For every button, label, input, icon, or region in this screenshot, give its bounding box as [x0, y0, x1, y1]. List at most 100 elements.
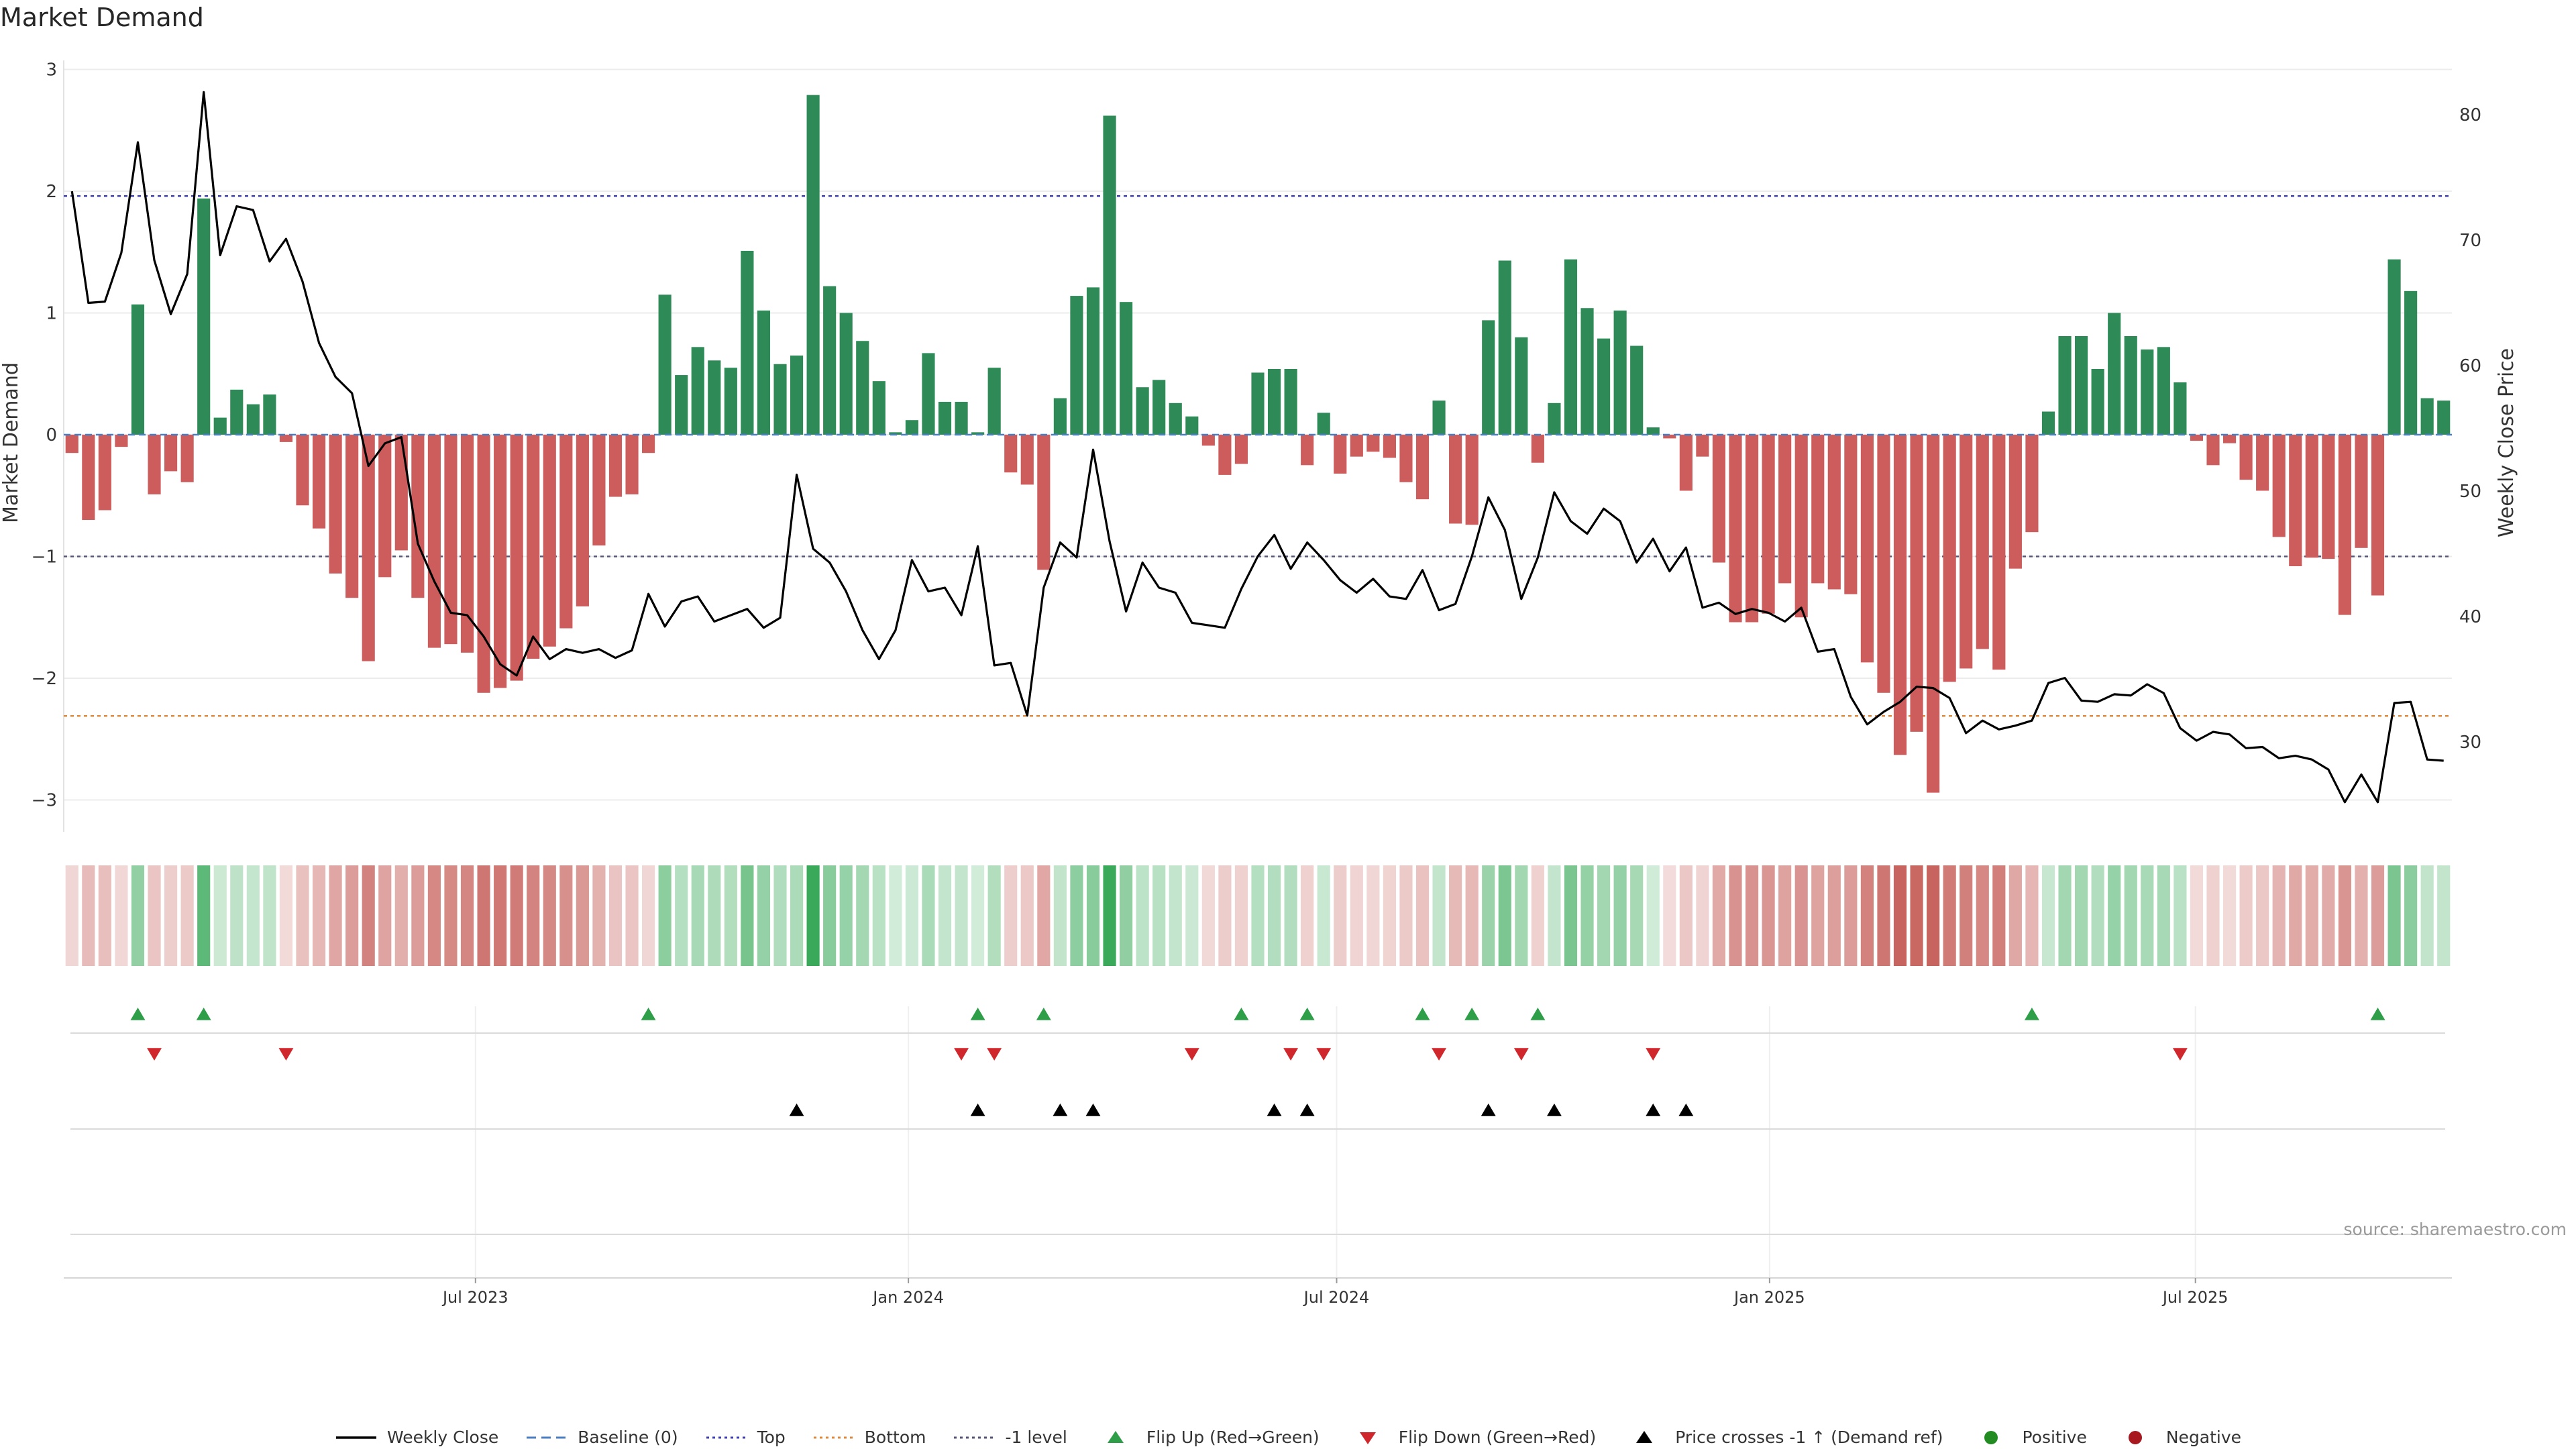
- positive-bar: [246, 404, 260, 435]
- positive-bar: [839, 313, 853, 435]
- strip-cell: [329, 865, 342, 966]
- positive-bar: [1317, 413, 1330, 435]
- strip-cell: [279, 865, 293, 966]
- negative-bar: [427, 435, 441, 648]
- strip-cell: [1860, 865, 1874, 966]
- strip-cell: [1630, 865, 1644, 966]
- positive-bar: [2141, 349, 2154, 435]
- price-cross-marker: [1678, 1104, 1694, 1116]
- negative-bar: [329, 435, 342, 574]
- negative-bar: [1004, 435, 1018, 473]
- strip-cell: [1927, 865, 1940, 966]
- flip-up-marker: [641, 1008, 656, 1020]
- strip-cell: [1301, 865, 1314, 966]
- strip-cell: [856, 865, 869, 966]
- strip-cell: [2437, 865, 2451, 966]
- strip-cell: [559, 865, 573, 966]
- negative-bar: [1234, 435, 1248, 464]
- strip-cell: [2387, 865, 2401, 966]
- strip-cell: [2206, 865, 2220, 966]
- negative-bar: [1729, 435, 1742, 623]
- legend-item: Baseline (0): [525, 1428, 678, 1447]
- strip-cell: [1580, 865, 1594, 966]
- negative-bar: [394, 435, 408, 551]
- legend-item: Weekly Close: [335, 1428, 498, 1447]
- legend-label: Flip Up (Red→Green): [1146, 1428, 1320, 1447]
- negative-bar: [444, 435, 458, 645]
- strip-cell: [378, 865, 392, 966]
- negative-bar: [2338, 435, 2351, 615]
- legend-swatch: [954, 1436, 995, 1438]
- negative-bar: [148, 435, 161, 494]
- strip-cell: [2008, 865, 2022, 966]
- negative-bar: [1465, 435, 1479, 525]
- negative-bar: [559, 435, 573, 629]
- strip-cell: [1696, 865, 1709, 966]
- strip-cell: [592, 865, 606, 966]
- strip-cell: [658, 865, 672, 966]
- y-right-tick-label: 50: [2459, 482, 2481, 502]
- legend-item: Flip Down (Green→Red): [1346, 1428, 1596, 1447]
- strip-cell: [823, 865, 837, 966]
- strip-cell: [1465, 865, 1479, 966]
- strip-cell: [1284, 865, 1297, 966]
- strip-cell: [757, 865, 771, 966]
- strip-cell: [2289, 865, 2302, 966]
- legend-label: -1 level: [1005, 1428, 1067, 1447]
- negative-bar: [1350, 435, 1363, 457]
- negative-bar: [2008, 435, 2022, 569]
- strip-cell: [576, 865, 589, 966]
- flip-down-marker: [278, 1048, 294, 1061]
- market-demand-chart: −3 −2 −1 0 1 2 3 30 40 50 60 70 80 Market Demand Weekl…: [0, 60, 2518, 1307]
- strip-cell: [1169, 865, 1182, 966]
- strip-cell: [1201, 865, 1215, 966]
- strip-cell: [296, 865, 309, 966]
- strip-cell: [246, 865, 260, 966]
- positive-bar: [1564, 259, 1578, 435]
- strip-cell: [1498, 865, 1511, 966]
- price-cross-marker: [970, 1104, 985, 1116]
- strip-cell: [1960, 865, 1973, 966]
- strip-cell: [1267, 865, 1281, 966]
- strip-cell: [1893, 865, 1907, 966]
- strip-cell: [1020, 865, 1034, 966]
- strip-cell: [1548, 865, 1561, 966]
- strip-cell: [180, 865, 194, 966]
- strip-cell: [872, 865, 885, 966]
- y-left-tick-label: −3: [32, 791, 57, 811]
- strip-cell: [955, 865, 968, 966]
- positive-bar: [971, 432, 985, 435]
- positive-bar: [1548, 402, 1561, 435]
- positive-bar: [938, 401, 952, 435]
- y-right-tick-label: 40: [2459, 607, 2481, 627]
- negative-bar: [2355, 435, 2368, 548]
- flip-up-marker: [1530, 1008, 1546, 1020]
- negative-bar: [1366, 435, 1380, 452]
- strip-cell: [2141, 865, 2154, 966]
- strip-cell: [1234, 865, 1248, 966]
- legend-label: Negative: [2165, 1428, 2242, 1447]
- negative-bar: [1712, 435, 1726, 563]
- positive-bar: [889, 432, 902, 435]
- strip-cell: [1745, 865, 1759, 966]
- strip-cell: [98, 865, 111, 966]
- negative-bar: [576, 435, 589, 606]
- strip-cell: [494, 865, 507, 966]
- legend-label: Top: [757, 1428, 786, 1447]
- strip-cell: [1762, 865, 1775, 966]
- flip-down-marker: [147, 1048, 162, 1061]
- strip-cell: [1597, 865, 1611, 966]
- legend-swatch: [2128, 1430, 2142, 1444]
- strip-cell: [2404, 865, 2418, 966]
- strip-cell: [65, 865, 78, 966]
- strip-cell: [1877, 865, 1890, 966]
- flip-down-marker: [1316, 1048, 1332, 1061]
- positive-bar: [1515, 337, 1528, 435]
- strip-cell: [1827, 865, 1841, 966]
- legend-item: Price crosses -1 ↑ (Demand ref): [1623, 1428, 1943, 1447]
- positive-bar: [131, 304, 145, 435]
- negative-bar: [180, 435, 194, 482]
- strip-cell: [1910, 865, 1923, 966]
- flip-up-marker: [196, 1008, 211, 1020]
- strip-cell: [1449, 865, 1462, 966]
